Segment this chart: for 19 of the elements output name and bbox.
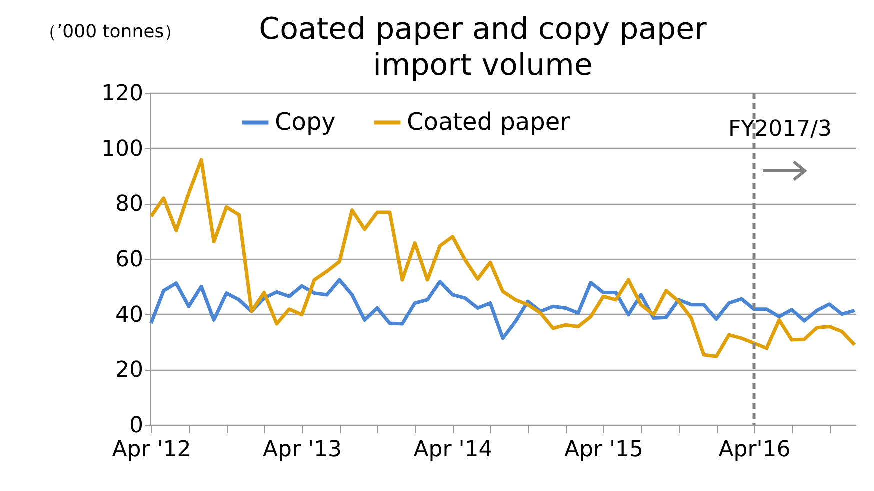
legend-label: Copy	[275, 108, 336, 136]
y-tick-label: 60	[116, 248, 144, 272]
chart-title: Coated paper and copy paper import volume	[259, 12, 708, 83]
y-tick-label: 120	[102, 82, 144, 106]
y-tick-label: 20	[116, 358, 144, 384]
x-tick-label: Apr '15	[564, 438, 644, 462]
y-tick-label: 80	[116, 192, 144, 218]
y-axis-title: （’000 tonnes）	[38, 22, 182, 42]
y-tick-label: 100	[102, 136, 144, 162]
x-tick-label: Apr '13	[262, 438, 342, 462]
ref-line-label: FY2017/3	[728, 117, 832, 142]
line-series	[150, 158, 856, 358]
x-tick-label: Apr'16	[718, 438, 791, 462]
x-tick-label: Apr '12	[112, 438, 192, 462]
legend-label: Coated paper	[407, 108, 570, 136]
y-tick-label: 40	[116, 302, 144, 328]
line-series	[150, 278, 856, 340]
x-tick-label: Apr '14	[414, 438, 493, 462]
y-tick-label: 0	[130, 414, 144, 438]
